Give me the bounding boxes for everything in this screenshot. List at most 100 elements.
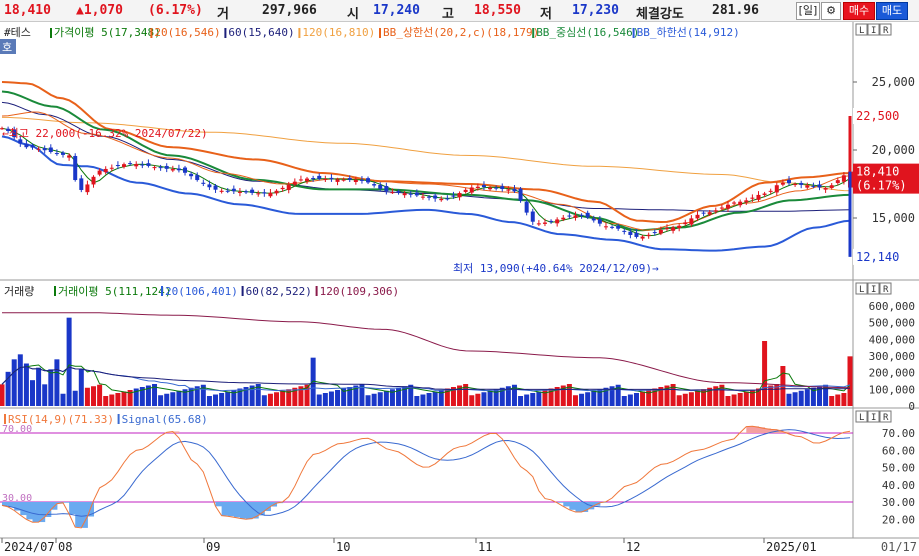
volume-bar xyxy=(585,392,591,406)
volume-panel-btn-label[interactable]: I xyxy=(871,285,876,295)
price-panel-btn-label[interactable]: R xyxy=(883,26,889,36)
volume-bar xyxy=(145,385,151,406)
gear-icon[interactable]: ⚙ xyxy=(821,2,841,20)
candle xyxy=(439,198,444,201)
candle xyxy=(616,225,621,229)
candle xyxy=(658,229,663,234)
candle xyxy=(622,230,627,232)
period-button[interactable]: [일] xyxy=(796,2,820,20)
candle xyxy=(573,215,578,218)
volume-bar xyxy=(389,389,395,406)
buy-button[interactable]: 매수 xyxy=(843,2,875,20)
volume-panel-btn-label[interactable]: L xyxy=(859,285,864,295)
candle xyxy=(0,128,4,130)
candle xyxy=(420,196,425,198)
volume-bar xyxy=(676,395,682,406)
volume-bar xyxy=(377,392,383,406)
low-label: 저 xyxy=(540,7,552,22)
candle xyxy=(140,164,145,166)
volume-bar xyxy=(5,371,11,406)
price-panel-btn-label[interactable]: L xyxy=(859,26,864,36)
volume-panel-btn-label[interactable]: R xyxy=(883,285,889,295)
volume-legend-item: 60(82,522) xyxy=(246,285,312,298)
candle xyxy=(213,185,218,190)
volume-bar xyxy=(347,387,353,406)
price-tick-label: 15,000 xyxy=(872,211,915,225)
candle xyxy=(231,188,236,192)
volume-bar xyxy=(0,384,5,406)
x-tick-label: 2025/01 xyxy=(766,540,817,554)
quote-bar: 18,410 ▲1,070 (6.17%) 거 297,966 시 17,240… xyxy=(0,0,919,22)
sell-button[interactable]: 매도 xyxy=(876,2,908,20)
candle xyxy=(18,139,23,144)
volume-label: 거 xyxy=(217,7,229,22)
candle xyxy=(762,193,767,195)
rsi-oversold-fill xyxy=(20,502,27,516)
volume-panel-btn xyxy=(855,282,868,295)
volume-bar xyxy=(627,394,633,406)
candle xyxy=(298,179,303,181)
volume-bar xyxy=(444,388,450,406)
volume-bar xyxy=(280,390,286,406)
candle xyxy=(725,204,730,209)
candle xyxy=(579,214,584,216)
candle xyxy=(244,191,249,193)
rsi-tick-label: 50.00 xyxy=(882,462,915,475)
volume-bar xyxy=(274,392,280,406)
candle xyxy=(134,163,139,167)
candle xyxy=(433,195,438,199)
marker-current-pct: (6.17%) xyxy=(856,179,907,193)
volume-bar xyxy=(30,380,36,406)
volume-bar xyxy=(749,390,755,406)
candle xyxy=(488,187,493,190)
volume-bar xyxy=(566,384,572,406)
candle xyxy=(103,168,108,173)
volume-bar xyxy=(426,393,432,406)
volume-bar xyxy=(36,367,42,406)
volume-bar xyxy=(701,389,707,406)
x-tick-label: 12 xyxy=(626,540,640,554)
volume-bar xyxy=(572,395,578,406)
volume-bar xyxy=(762,341,768,406)
candle xyxy=(646,234,651,237)
candle xyxy=(811,185,816,187)
legend-swatch xyxy=(532,28,535,38)
volume-bar xyxy=(737,393,743,406)
volume-tick-label: 400,000 xyxy=(869,333,915,346)
price-legend-item: 60(15,640) xyxy=(228,26,294,39)
volume-bar xyxy=(688,392,694,406)
volume-legend-item: 20(106,401) xyxy=(165,285,238,298)
candle xyxy=(366,178,371,183)
rsi-oversold-fill xyxy=(246,502,253,520)
rsi-panel-btn-label[interactable]: L xyxy=(859,413,864,423)
candle xyxy=(30,145,35,148)
marker-current-box xyxy=(853,163,919,194)
price-panel-btn-label[interactable]: I xyxy=(871,26,876,36)
candle xyxy=(530,211,535,222)
candle xyxy=(536,223,541,225)
volume-bar xyxy=(847,356,853,406)
candle xyxy=(567,215,572,217)
rsi-overbought-fill xyxy=(776,429,784,433)
candle xyxy=(317,175,322,179)
volume-panel-btn xyxy=(879,282,892,295)
rsi-panel-btn-label[interactable]: R xyxy=(883,413,889,423)
candle xyxy=(451,195,456,197)
candle xyxy=(189,173,194,177)
rsi-oversold-fill xyxy=(14,502,21,511)
candle xyxy=(823,188,828,190)
volume-bar xyxy=(670,384,676,406)
candle xyxy=(305,178,310,182)
candle xyxy=(494,187,499,189)
rsi-legend-item: Signal(65.68) xyxy=(122,413,208,426)
volume-bar xyxy=(322,393,328,406)
volume-bar xyxy=(182,389,188,406)
candle xyxy=(756,194,761,200)
volume-bar xyxy=(810,387,816,406)
volume-bar xyxy=(615,384,621,406)
rsi-tick-label: 60.00 xyxy=(882,444,915,457)
candle xyxy=(176,168,181,171)
candle xyxy=(396,191,401,193)
rsi-panel-btn-label[interactable]: I xyxy=(871,413,876,423)
candle xyxy=(372,184,377,186)
